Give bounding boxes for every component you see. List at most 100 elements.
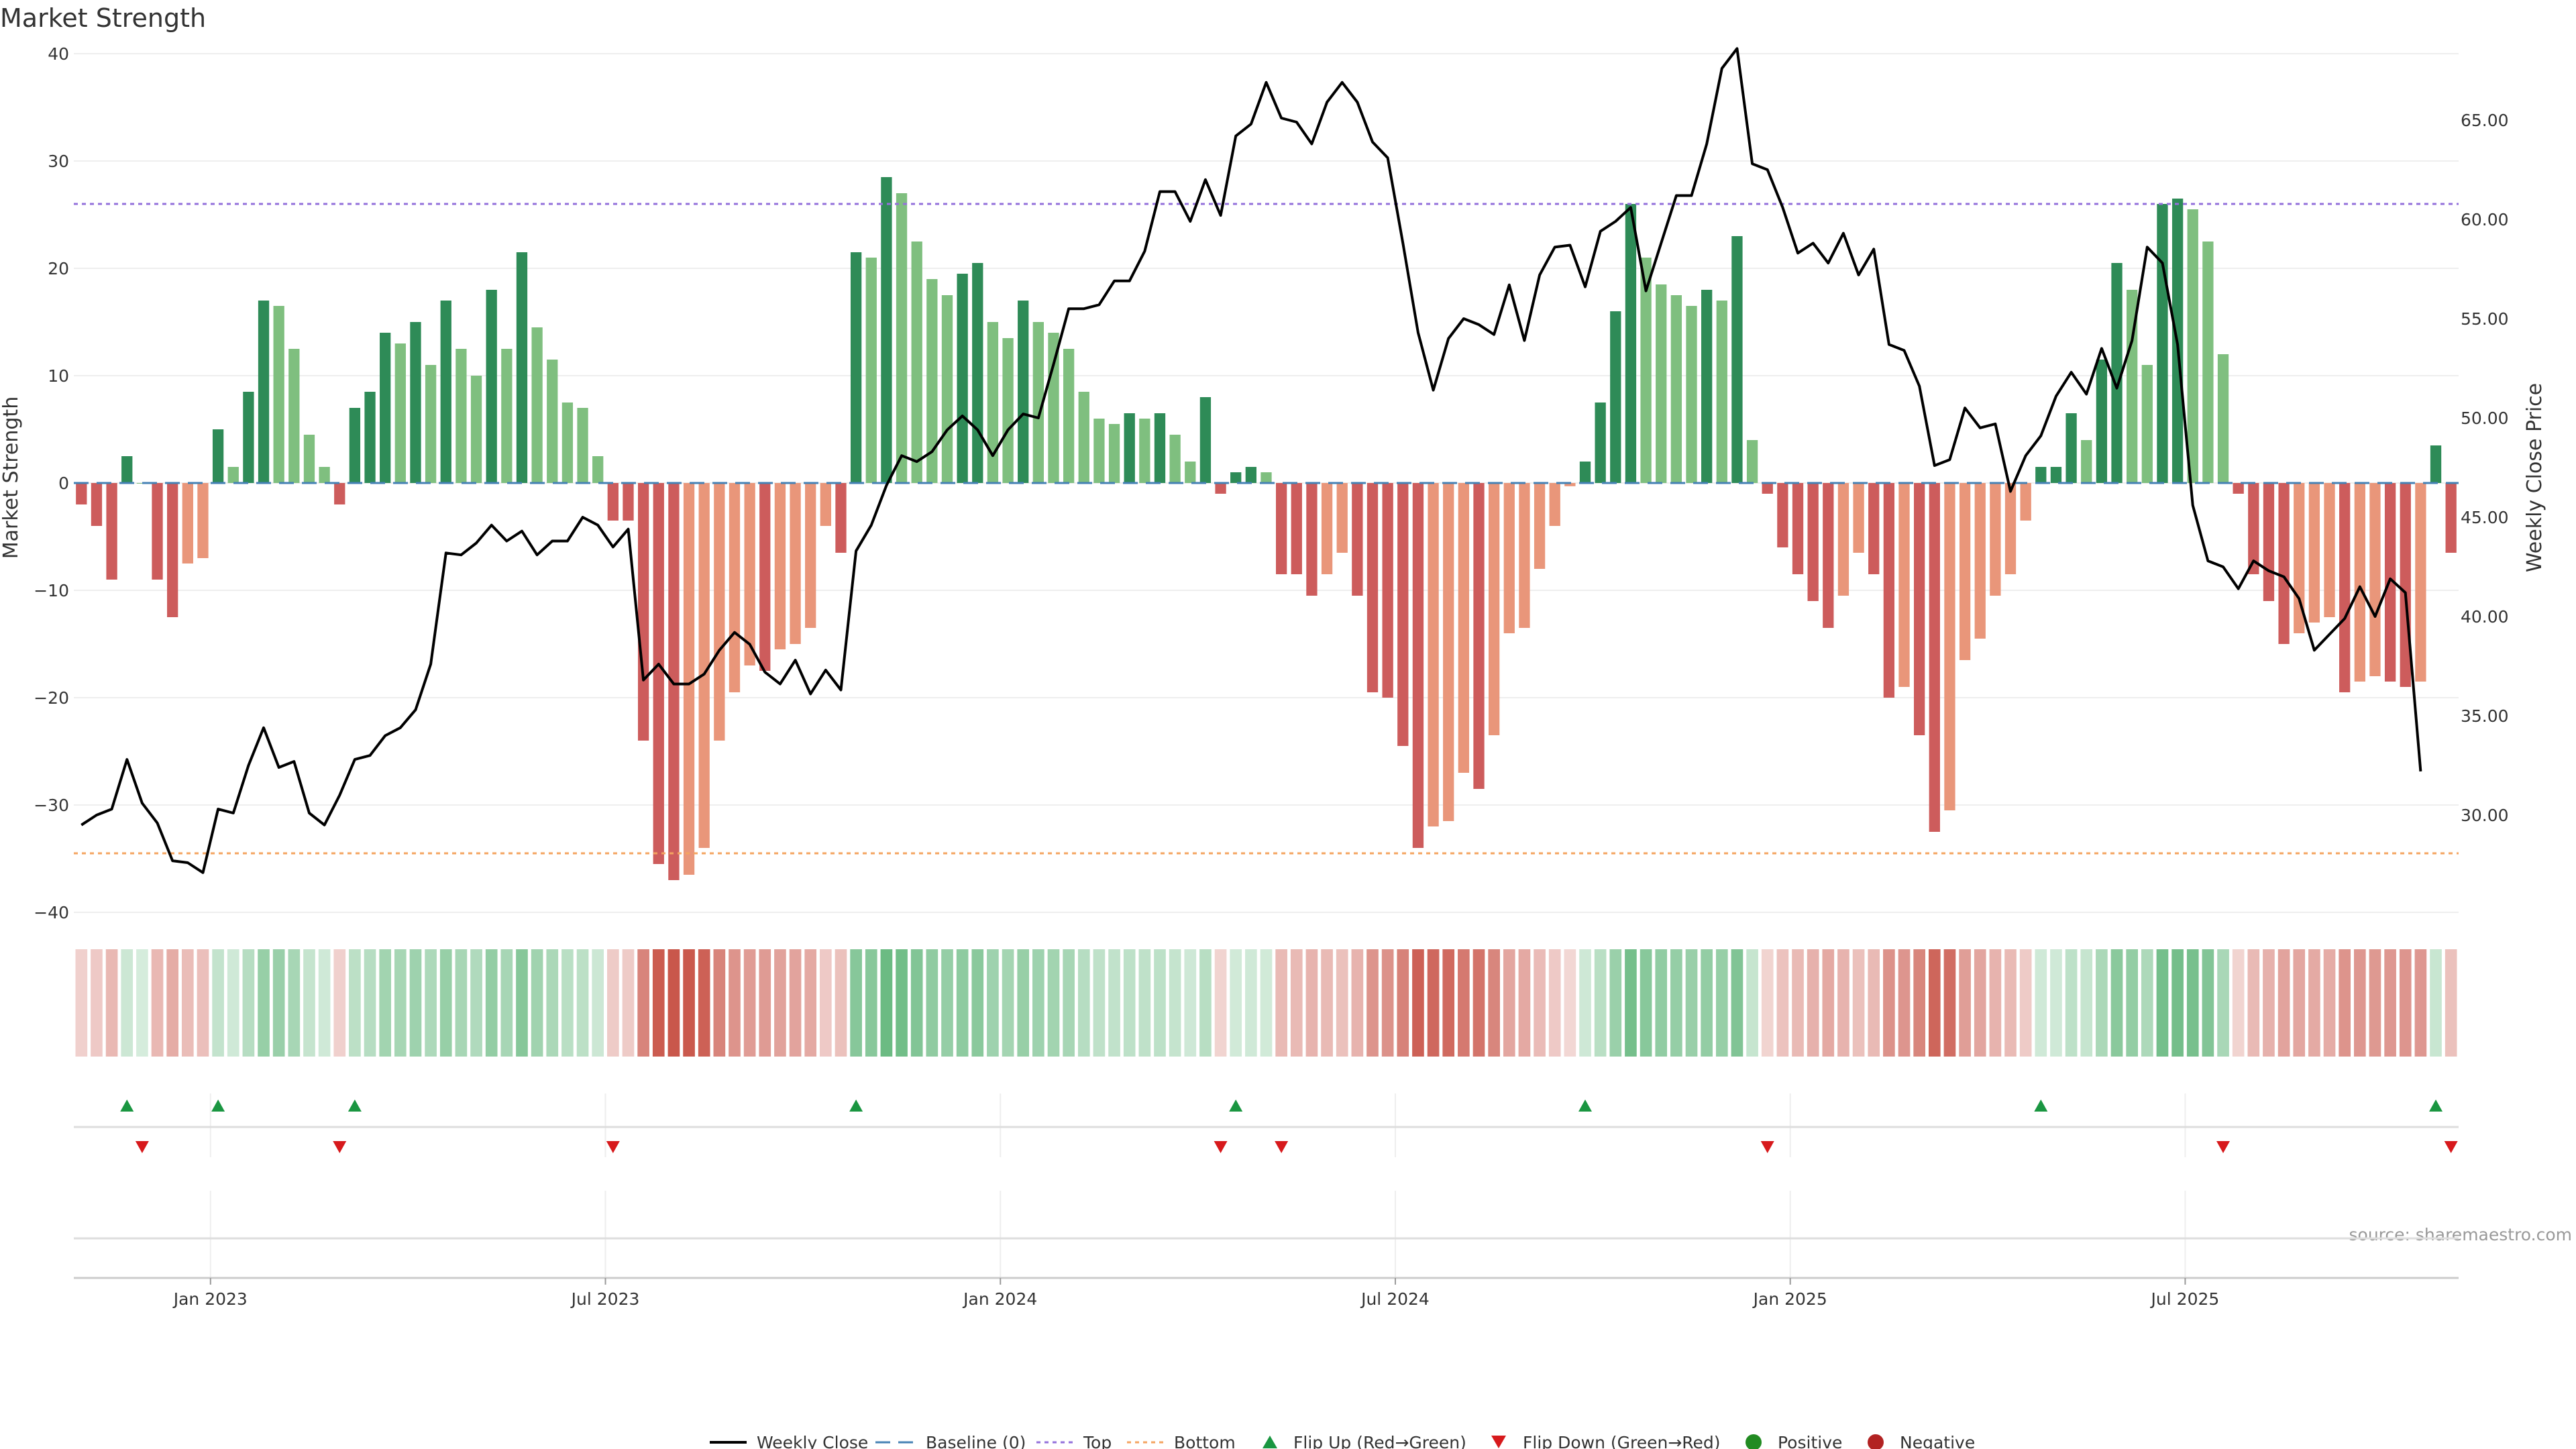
heat-cell: [2263, 949, 2275, 1057]
strength-bar: [258, 301, 270, 483]
strength-bar: [2263, 483, 2275, 601]
legend-label: Flip Up (Red→Green): [1293, 1433, 1466, 1449]
heat-cell: [2065, 949, 2078, 1057]
heat-cell: [1077, 949, 1090, 1057]
heat-cell: [394, 949, 407, 1057]
strength-bar: [2020, 483, 2031, 521]
heat-cell: [1154, 949, 1166, 1057]
strength-bar: [1990, 483, 2001, 596]
heat-cell: [1868, 949, 1880, 1057]
strength-bar: [1139, 419, 1150, 483]
heat-cell: [2110, 949, 2123, 1057]
heat-cell: [607, 949, 619, 1057]
heat-cell: [2004, 949, 2017, 1057]
heat-cell: [1594, 949, 1607, 1057]
strength-bar: [1837, 483, 1849, 596]
strength-bar: [1929, 483, 1940, 832]
strength-bar: [2369, 483, 2381, 676]
legend-flip-up-icon: [1263, 1436, 1277, 1448]
heat-cell: [1898, 949, 1911, 1057]
heat-cell: [1123, 949, 1136, 1057]
heat-cell: [1625, 949, 1637, 1057]
strength-bar: [1321, 483, 1333, 574]
heat-cell: [1351, 949, 1364, 1057]
flip-down-marker: [2216, 1141, 2231, 1153]
source-credit: source: sharemaestro.com: [2349, 1225, 2573, 1244]
strength-bar: [561, 402, 574, 483]
heat-cell: [1564, 949, 1576, 1057]
heat-cell: [1837, 949, 1849, 1057]
heat-cell: [1503, 949, 1515, 1057]
x-tick-label: Jan 2025: [1752, 1289, 1827, 1309]
strength-bar: [2202, 241, 2214, 483]
heat-cell: [1792, 949, 1804, 1057]
heat-cell: [1230, 949, 1242, 1057]
y-left-tick-label: 0: [58, 474, 69, 493]
strength-bar: [486, 290, 497, 483]
heat-cell: [1366, 949, 1379, 1057]
strength-bar: [1018, 301, 1029, 483]
strength-bar: [1352, 483, 1363, 596]
flip-up-marker: [2034, 1099, 2048, 1112]
strength-bar: [607, 483, 619, 521]
strength-bar: [1914, 483, 1925, 735]
heat-cell: [1047, 949, 1060, 1057]
legend-label: Baseline (0): [926, 1433, 1026, 1449]
strength-bar: [1579, 462, 1591, 483]
strength-bar: [2415, 483, 2426, 682]
heat-cell: [729, 949, 741, 1057]
strength-bar: [1746, 440, 1758, 483]
heat-cell: [546, 949, 559, 1057]
heat-cell: [865, 949, 877, 1057]
strength-bar: [2278, 483, 2290, 644]
heat-cell: [2050, 949, 2062, 1057]
heat-cell: [1381, 949, 1394, 1057]
strength-bar: [911, 241, 922, 483]
strength-bar: [2157, 204, 2168, 483]
heat-cell: [1579, 949, 1591, 1057]
weekly-close-polyline: [80, 47, 2422, 874]
strength-bar: [1564, 483, 1576, 486]
strength-bar: [1595, 402, 1606, 483]
flip-up-marker: [849, 1099, 863, 1112]
y-right-tick-label: 50.00: [2461, 409, 2509, 428]
strength-bar: [1503, 483, 1515, 633]
heat-cell: [2247, 949, 2260, 1057]
strength-bar: [835, 483, 847, 553]
strength-bar: [1260, 472, 1272, 483]
heat-cell: [622, 949, 635, 1057]
strength-bar: [2354, 483, 2365, 682]
heat-cell: [1032, 949, 1044, 1057]
legend-label: Weekly Close: [757, 1433, 868, 1449]
heat-cell: [910, 949, 923, 1057]
heat-cell: [1518, 949, 1531, 1057]
flip-down-marker: [606, 1141, 620, 1153]
strength-bar: [1397, 483, 1409, 746]
strength-bar: [2248, 483, 2259, 574]
heat-cell: [576, 949, 589, 1057]
heat-cell: [136, 949, 148, 1057]
strength-bar: [227, 467, 239, 483]
strength-bar: [729, 483, 741, 692]
strength-bar: [1382, 483, 1393, 698]
heat-cell: [439, 949, 452, 1057]
heat-cell: [1290, 949, 1303, 1057]
heat-cell: [774, 949, 786, 1057]
strength-bar: [1488, 483, 1500, 735]
heat-cell: [1548, 949, 1561, 1057]
heat-cell: [485, 949, 498, 1057]
legend-positive-dot: [1746, 1434, 1762, 1449]
strength-bar: [319, 467, 330, 483]
strength-bar: [547, 360, 558, 483]
strength-bar: [1853, 483, 1864, 553]
heat-cell: [1260, 949, 1273, 1057]
heat-cell: [926, 949, 938, 1057]
x-tick-label: Jan 2023: [172, 1289, 248, 1309]
heat-cell: [759, 949, 771, 1057]
heat-cell: [1336, 949, 1348, 1057]
heat-cell: [637, 949, 649, 1057]
flip-down-marker: [1275, 1141, 1289, 1153]
heat-cell: [425, 949, 437, 1057]
strength-bar: [1807, 483, 1819, 601]
strength-bar: [1215, 483, 1226, 494]
